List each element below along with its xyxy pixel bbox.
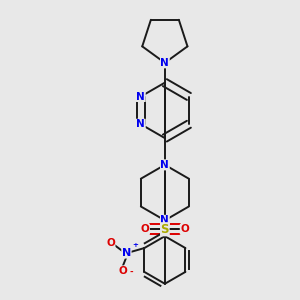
Text: N: N	[160, 58, 169, 68]
Text: O: O	[106, 238, 115, 248]
Text: N: N	[160, 160, 169, 170]
Text: O: O	[141, 224, 149, 234]
Text: -: -	[129, 268, 133, 277]
Text: +: +	[132, 242, 138, 248]
Text: N: N	[160, 215, 169, 225]
Text: N: N	[122, 248, 131, 258]
Text: S: S	[160, 223, 169, 236]
Text: N: N	[136, 92, 145, 101]
Text: O: O	[180, 224, 189, 234]
Text: O: O	[118, 266, 127, 276]
Text: N: N	[136, 119, 145, 129]
